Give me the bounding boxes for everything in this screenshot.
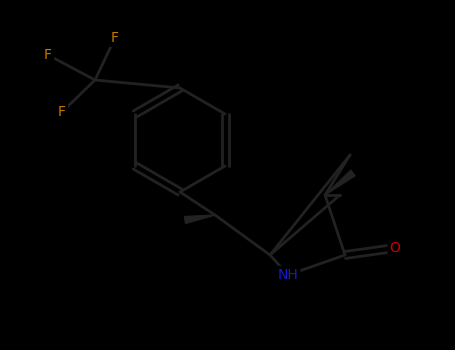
Text: F: F [58,105,66,119]
Text: F: F [44,48,52,62]
Polygon shape [325,170,355,195]
Text: F: F [111,31,119,45]
Polygon shape [184,215,215,223]
Text: O: O [389,241,400,255]
Text: NH: NH [278,268,298,282]
